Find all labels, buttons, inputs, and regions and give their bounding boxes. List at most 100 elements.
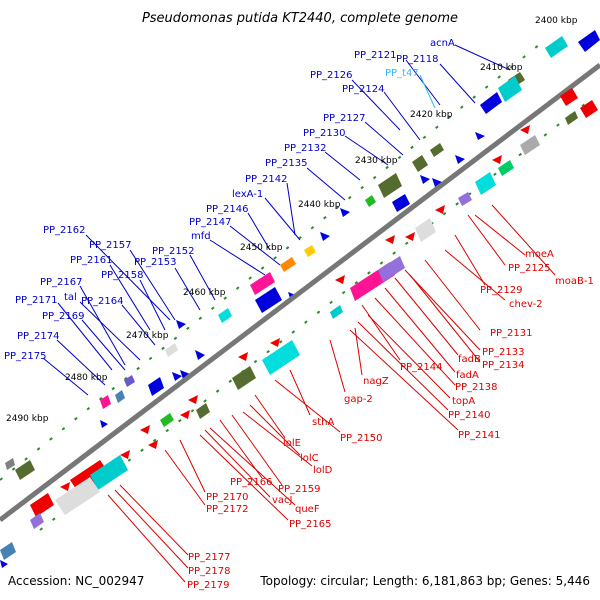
top-leader-lines <box>42 44 511 396</box>
gene-label: PP_2130 <box>303 128 346 139</box>
leader-PP_2131 <box>424 259 481 331</box>
forward-arrows <box>0 132 485 568</box>
arrow <box>432 178 442 187</box>
gene-block <box>160 413 174 427</box>
leader-PP_2178 <box>114 489 189 569</box>
gene-label: PP_2142 <box>245 174 288 185</box>
gene-label: tal <box>64 292 77 303</box>
tick-label: 2420 kbp <box>410 110 453 120</box>
leader-PP_2150 <box>274 379 341 433</box>
gene-block <box>560 88 578 106</box>
arrow <box>435 205 445 214</box>
leader-PP_2171 <box>57 302 113 371</box>
gene-block <box>430 143 444 157</box>
gene-label: PP_2147 <box>189 217 232 228</box>
gene-label: PP_2162 <box>43 225 86 236</box>
gene-label: PP_2124 <box>342 84 385 95</box>
gene-block <box>232 366 256 390</box>
leader-lolC <box>249 404 301 456</box>
leader-PP_2158 <box>139 279 166 331</box>
tick-label: 2430 kbp <box>355 156 398 166</box>
reverse-arrows <box>60 125 530 491</box>
leader-fadB <box>394 277 459 356</box>
leader-PP_2175 <box>42 357 89 396</box>
gene-block <box>415 218 436 242</box>
gene-label: PP_2172 <box>206 504 249 515</box>
gene-label: PP_2178 <box>188 566 231 577</box>
leader-fadA <box>384 287 456 373</box>
leader-PP_2159 <box>231 414 283 486</box>
tick-label: 2480 kbp <box>65 373 108 383</box>
arrow <box>320 232 330 241</box>
gene-block <box>578 30 600 52</box>
gene-block <box>262 340 300 375</box>
arrow <box>180 370 190 379</box>
gene-label: sthA <box>312 417 334 428</box>
genome-backbone <box>0 63 600 522</box>
leader-PP_2169 <box>81 319 126 371</box>
gene-block <box>520 135 540 155</box>
arrow <box>492 155 502 164</box>
leader-PP_t47 <box>419 74 436 109</box>
gene-block <box>565 111 578 125</box>
arrow <box>335 275 345 284</box>
gene-block <box>365 195 376 207</box>
arrow <box>420 175 430 184</box>
leader-PP_2179 <box>107 494 186 583</box>
gene-block <box>30 493 54 517</box>
gene-block <box>304 245 316 257</box>
arrow <box>455 155 465 164</box>
leader-tal <box>79 301 141 361</box>
gene-label: PP_2161 <box>70 255 113 266</box>
gene-label: PP_2144 <box>400 362 443 373</box>
gene-label: PP_2133 <box>482 347 525 358</box>
arrow <box>520 125 530 134</box>
arrow <box>195 350 205 360</box>
gene-label: PP_2164 <box>81 296 124 307</box>
gene-label: PP_2135 <box>265 158 308 169</box>
gene-block <box>148 377 164 396</box>
gene-block <box>580 100 598 118</box>
gene-label: PP_2169 <box>42 311 85 322</box>
bottom-leader-lines <box>107 204 556 583</box>
tick-label: 2460 kbp <box>183 288 226 298</box>
leader-lolD <box>242 411 313 467</box>
gene-label: PP_2175 <box>4 351 47 362</box>
arrow <box>148 440 158 449</box>
leader-PP_2138 <box>374 297 456 386</box>
leader-PP_2135 <box>306 167 346 201</box>
arrow <box>405 232 415 241</box>
leader-moaB-1 <box>491 204 556 276</box>
top-gene-labels: acnA PP_2118 PP_2121 PP_t47 PP_2126 PP_2… <box>4 38 455 362</box>
map-title: Pseudomonas putida KT2440, complete geno… <box>142 11 458 26</box>
leader-sthA <box>289 369 311 416</box>
reverse-genes <box>0 88 598 560</box>
leader-PP_2124 <box>383 91 421 141</box>
gene-label: PP_2174 <box>17 331 60 342</box>
gene-label: PP_2132 <box>284 143 327 154</box>
gene-label: PP_2121 <box>354 50 397 61</box>
leader-PP_2130 <box>344 135 389 166</box>
leader-PP_2147 <box>229 225 281 266</box>
gene-label: queF <box>295 504 320 515</box>
gene-label: moaB-1 <box>555 276 594 287</box>
bottom-gene-labels: moeA PP_2125 moaB-1 PP_2129 chev-2 PP_21… <box>187 249 594 591</box>
gene-label: gap-2 <box>344 394 373 405</box>
leader-PP_2157 <box>129 249 176 321</box>
gene-label: PP_2126 <box>310 70 353 81</box>
gene-label: fadB <box>458 354 481 365</box>
leader-PP_2161 <box>109 264 151 331</box>
arrow <box>0 560 8 568</box>
gene-label: PP_2152 <box>152 246 195 257</box>
gene-label: PP_2165 <box>289 519 332 530</box>
leader-acnA <box>454 44 511 71</box>
tick-label: 2410 kbp <box>480 63 523 73</box>
leader-PP_2126 <box>351 79 401 131</box>
gene-block <box>378 256 405 282</box>
leader-queF <box>209 427 296 506</box>
leader-PP_2177 <box>119 484 189 556</box>
gene-label: PP_2158 <box>101 270 144 281</box>
leader-lolE <box>254 394 286 439</box>
gene-block <box>458 192 472 206</box>
leader-moeA <box>474 214 526 256</box>
